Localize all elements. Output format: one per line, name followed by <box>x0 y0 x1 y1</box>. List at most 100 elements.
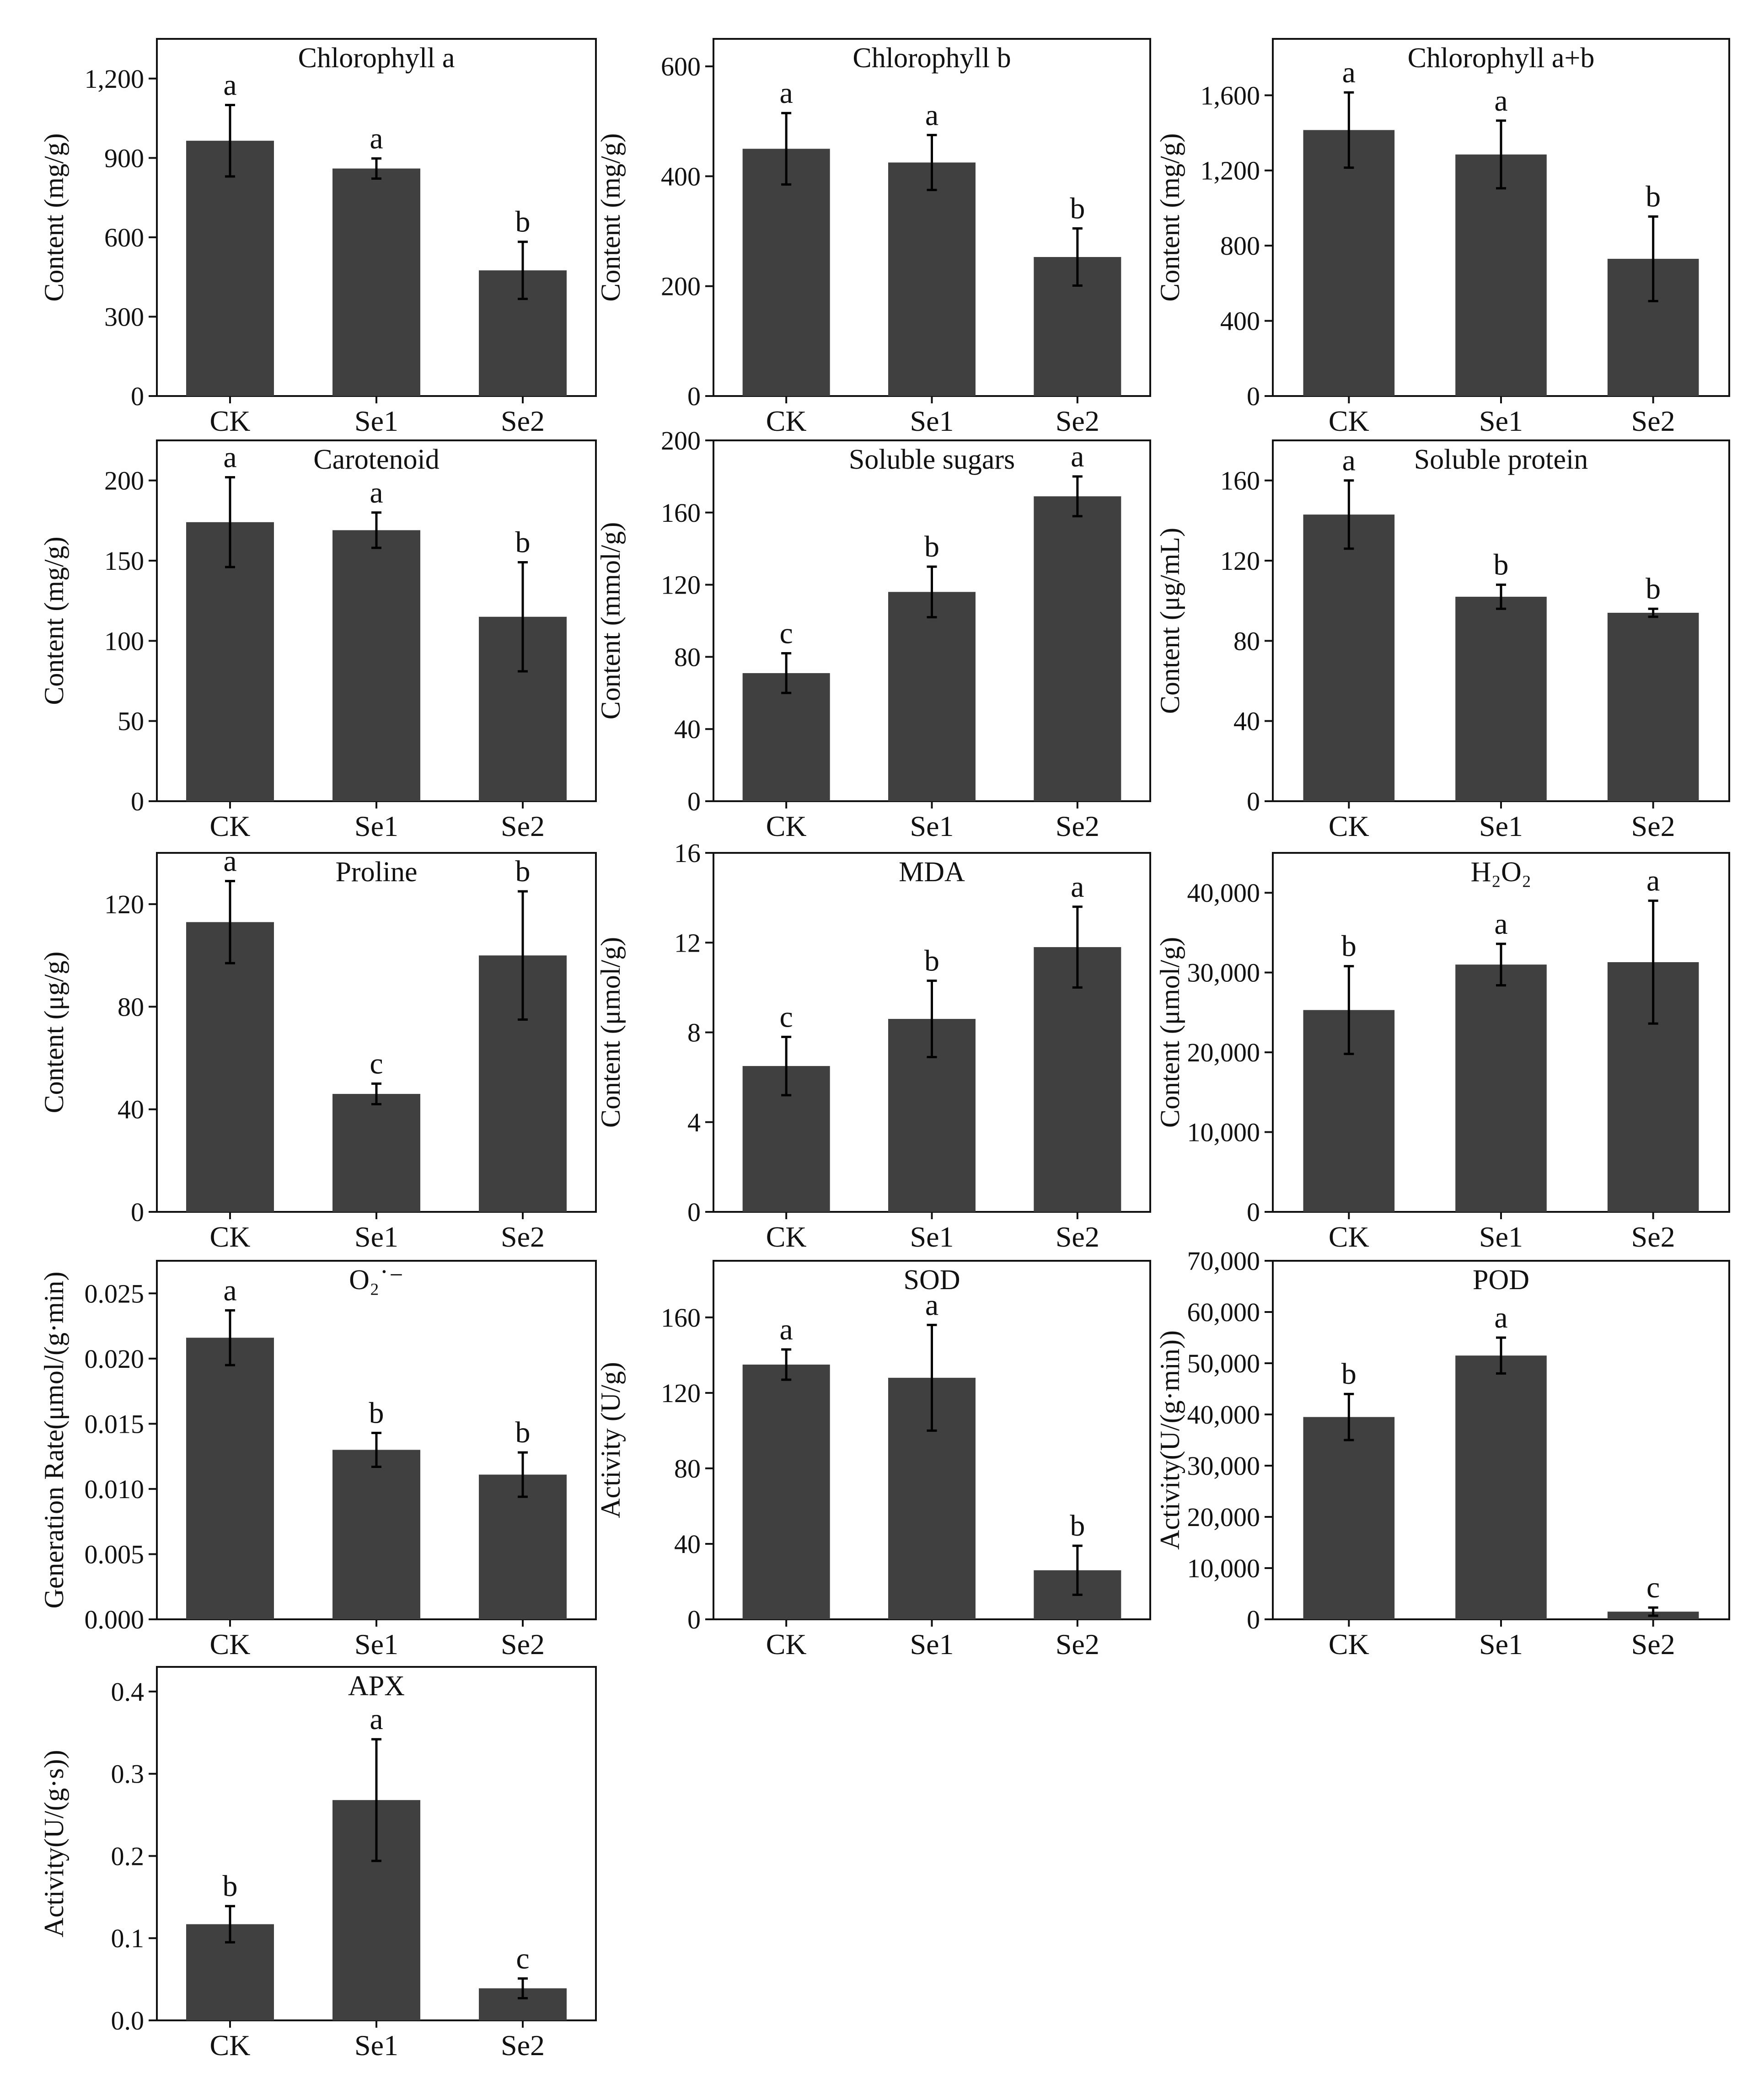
chart-panel: 0 200 400 600 a CK a Se1 b Se2 Chlorophyll b Conten… <box>595 38 1151 437</box>
significance-letter: c <box>780 617 793 650</box>
x-tick-label: Se1 <box>1479 405 1523 437</box>
significance-letter: a <box>1646 864 1660 898</box>
x-tick-label: CK <box>1329 405 1369 437</box>
chart-title: Chlorophyll b <box>853 43 1011 74</box>
y-tick-label: 0.2 <box>111 1841 145 1871</box>
bar <box>888 592 976 801</box>
x-tick-label: Se2 <box>501 1628 545 1660</box>
y-tick-label: 10,000 <box>1187 1118 1260 1147</box>
chart-title: Chlorophyll a+b <box>1408 43 1595 74</box>
chart-panel: 0 50 100 150 200 a CK a Se1 b Se2 Carotenoid Content… <box>39 439 597 842</box>
y-tick-label: 0 <box>131 1197 144 1227</box>
bar <box>1455 596 1547 801</box>
x-tick-label: CK <box>210 1628 251 1660</box>
chart-title: APX <box>348 1671 405 1702</box>
chart-title: H₂O₂ <box>1471 857 1532 888</box>
y-tick-label: 8 <box>687 1018 701 1048</box>
y-tick-label: 0 <box>131 381 144 411</box>
x-tick-label: Se2 <box>1631 1628 1675 1660</box>
y-tick-label: 0 <box>687 1605 701 1634</box>
y-tick-label: 1,200 <box>1201 156 1260 186</box>
y-tick-label: 16 <box>674 838 701 868</box>
significance-letter: b <box>515 526 531 559</box>
y-axis-label: Content (μg/mL) <box>1155 528 1185 714</box>
bar <box>186 140 274 396</box>
x-tick-label: Se1 <box>354 2029 398 2062</box>
significance-letter: a <box>1494 907 1507 941</box>
significance-letter: a <box>1342 444 1356 477</box>
x-tick-label: CK <box>1329 1628 1369 1660</box>
chart-panel: 0 10,000 20,000 30,000 40,000 b CK a Se1 a Se2 H₂O₂… <box>1155 852 1730 1253</box>
y-tick-label: 120 <box>661 570 701 600</box>
significance-letter: a <box>1071 440 1084 473</box>
y-tick-label: 80 <box>1233 626 1260 656</box>
y-tick-label: 40,000 <box>1187 1400 1260 1430</box>
y-tick-label: 80 <box>674 1454 701 1484</box>
chart-title: Carotenoid <box>313 444 440 475</box>
bar <box>888 162 976 396</box>
y-tick-label: 600 <box>104 223 144 252</box>
significance-letter: a <box>925 98 938 132</box>
y-tick-label: 30,000 <box>1187 958 1260 988</box>
x-tick-label: Se1 <box>910 810 954 842</box>
chart-panel: 0 300 600 900 1,200 a CK a Se1 b Se2 Chlorophyll a C… <box>39 38 597 437</box>
bar <box>332 168 420 396</box>
y-tick-label: 0.010 <box>85 1474 145 1504</box>
bar <box>332 1450 420 1619</box>
chart-title: Soluble protein <box>1414 444 1588 475</box>
y-tick-label: 1,200 <box>85 64 145 94</box>
x-tick-label: Se1 <box>354 1221 398 1253</box>
significance-letter: b <box>1494 548 1509 582</box>
x-tick-label: CK <box>1329 1221 1369 1253</box>
bar <box>1303 514 1395 801</box>
y-tick-label: 160 <box>661 1303 701 1333</box>
chart-title: POD <box>1473 1264 1529 1296</box>
significance-letter: b <box>223 1869 238 1903</box>
y-tick-label: 40 <box>674 1529 701 1559</box>
bar <box>186 522 274 801</box>
y-tick-label: 400 <box>661 161 701 191</box>
chart-panel: 0 40 80 120 160 200 c CK b Se1 a Se2 Soluble sugars C… <box>595 426 1151 842</box>
x-tick-label: CK <box>766 1221 807 1253</box>
chart-panel: 0 4 8 12 16 c CK b Se1 a Se2 MDA Content (μmol/g) <box>595 838 1151 1253</box>
y-tick-label: 200 <box>661 272 701 301</box>
y-tick-label: 0.015 <box>85 1409 145 1439</box>
x-tick-label: CK <box>210 810 251 842</box>
x-tick-label: CK <box>210 405 251 437</box>
significance-letter: a <box>1071 870 1084 904</box>
y-tick-label: 600 <box>661 52 701 81</box>
chart-panel: 0.0 0.1 0.2 0.3 0.4 b CK a Se1 c Se2 APX Activity(U/… <box>39 1666 597 2062</box>
y-tick-label: 20,000 <box>1187 1038 1260 1067</box>
x-tick-label: CK <box>766 810 807 842</box>
x-tick-label: Se1 <box>910 1628 954 1660</box>
x-tick-label: Se2 <box>501 405 545 437</box>
y-tick-label: 800 <box>1220 231 1260 261</box>
bar <box>1455 154 1547 396</box>
y-axis-label: Content (mg/g) <box>39 133 69 301</box>
bar <box>1303 130 1395 396</box>
chart-title: SOD <box>903 1264 960 1296</box>
y-tick-label: 40 <box>674 714 701 744</box>
bar <box>1455 1355 1547 1619</box>
chart-panel: 0 40 80 120 a CK c Se1 b Se2 Proline Content (μg/g) <box>39 845 597 1253</box>
significance-letter: c <box>516 1942 529 1975</box>
x-tick-label: Se1 <box>1479 810 1523 842</box>
significance-letter: a <box>370 1703 383 1736</box>
significance-letter: b <box>924 944 939 978</box>
chart-panel: 0 400 800 1,200 1,600 a CK a Se1 b Se2 Chlorophyll … <box>1155 38 1730 437</box>
significance-letter: c <box>1646 1571 1660 1604</box>
x-tick-label: Se1 <box>1479 1628 1523 1660</box>
y-tick-label: 120 <box>1220 546 1260 576</box>
bar <box>742 149 830 396</box>
significance-letter: b <box>515 1416 531 1449</box>
y-tick-label: 30,000 <box>1187 1451 1260 1481</box>
y-axis-label: Activity(U/(g·s)) <box>39 1750 69 1938</box>
y-tick-label: 0.3 <box>111 1759 145 1789</box>
y-tick-label: 0.005 <box>85 1539 145 1569</box>
y-tick-label: 0 <box>687 381 701 411</box>
significance-letter: a <box>925 1288 938 1322</box>
y-tick-label: 0 <box>131 787 144 816</box>
y-tick-label: 50,000 <box>1187 1349 1260 1378</box>
significance-letter: b <box>1341 930 1357 963</box>
significance-letter: a <box>223 845 236 878</box>
